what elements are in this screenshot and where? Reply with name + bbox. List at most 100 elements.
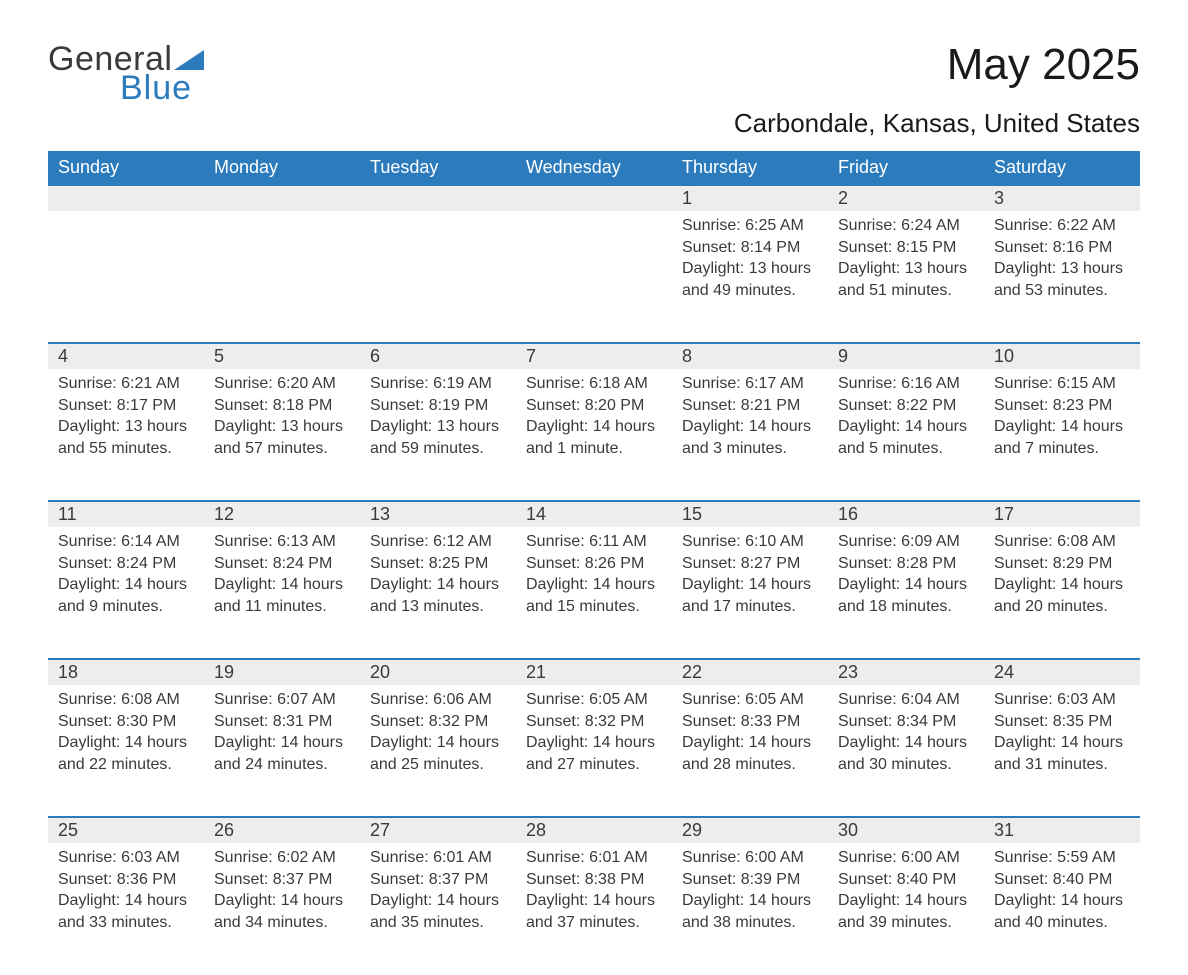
daylight-line: Daylight: 14 hours and 3 minutes. [682, 416, 818, 459]
sunset-line: Sunset: 8:19 PM [370, 395, 506, 417]
day-number-cell: 15 [672, 501, 828, 527]
daylight-line: Daylight: 14 hours and 27 minutes. [526, 732, 662, 775]
sunset-line: Sunset: 8:21 PM [682, 395, 818, 417]
day-content-cell: Sunrise: 6:01 AMSunset: 8:37 PMDaylight:… [360, 843, 516, 975]
sunset-line: Sunset: 8:40 PM [994, 869, 1130, 891]
day-content-cell: Sunrise: 6:06 AMSunset: 8:32 PMDaylight:… [360, 685, 516, 817]
sunset-line: Sunset: 8:27 PM [682, 553, 818, 575]
day-number-cell: 7 [516, 343, 672, 369]
sunrise-line: Sunrise: 6:15 AM [994, 373, 1130, 395]
day-content-cell [516, 211, 672, 343]
day-number-cell: 6 [360, 343, 516, 369]
day-content-cell [360, 211, 516, 343]
daylight-line: Daylight: 14 hours and 37 minutes. [526, 890, 662, 933]
day-number-cell: 10 [984, 343, 1140, 369]
day-number-cell: 20 [360, 659, 516, 685]
sunrise-line: Sunrise: 6:18 AM [526, 373, 662, 395]
sunset-line: Sunset: 8:31 PM [214, 711, 350, 733]
day-content-cell: Sunrise: 6:05 AMSunset: 8:32 PMDaylight:… [516, 685, 672, 817]
month-title: May 2025 [734, 40, 1140, 90]
day-number-cell: 27 [360, 817, 516, 843]
sunset-line: Sunset: 8:24 PM [58, 553, 194, 575]
week-number-row: 11121314151617 [48, 501, 1140, 527]
sunrise-line: Sunrise: 6:03 AM [994, 689, 1130, 711]
sunset-line: Sunset: 8:28 PM [838, 553, 974, 575]
day-content-cell: Sunrise: 6:14 AMSunset: 8:24 PMDaylight:… [48, 527, 204, 659]
day-content-cell: Sunrise: 6:03 AMSunset: 8:35 PMDaylight:… [984, 685, 1140, 817]
day-number-cell: 30 [828, 817, 984, 843]
day-number-cell: 22 [672, 659, 828, 685]
location-subtitle: Carbondale, Kansas, United States [734, 108, 1140, 139]
daylight-line: Daylight: 14 hours and 24 minutes. [214, 732, 350, 775]
day-number-cell [204, 185, 360, 211]
week-content-row: Sunrise: 6:21 AMSunset: 8:17 PMDaylight:… [48, 369, 1140, 501]
day-number-cell: 25 [48, 817, 204, 843]
daylight-line: Daylight: 13 hours and 57 minutes. [214, 416, 350, 459]
sunrise-line: Sunrise: 6:25 AM [682, 215, 818, 237]
logo-text-blue: Blue [120, 69, 204, 108]
day-content-cell: Sunrise: 6:03 AMSunset: 8:36 PMDaylight:… [48, 843, 204, 975]
daylight-line: Daylight: 14 hours and 11 minutes. [214, 574, 350, 617]
daylight-line: Daylight: 14 hours and 39 minutes. [838, 890, 974, 933]
daylight-line: Daylight: 14 hours and 15 minutes. [526, 574, 662, 617]
day-number-cell: 16 [828, 501, 984, 527]
sunset-line: Sunset: 8:15 PM [838, 237, 974, 259]
sunrise-line: Sunrise: 6:13 AM [214, 531, 350, 553]
day-number-cell: 23 [828, 659, 984, 685]
sunrise-line: Sunrise: 6:00 AM [838, 847, 974, 869]
daylight-line: Daylight: 13 hours and 49 minutes. [682, 258, 818, 301]
day-number-cell [516, 185, 672, 211]
day-content-cell: Sunrise: 6:25 AMSunset: 8:14 PMDaylight:… [672, 211, 828, 343]
daylight-line: Daylight: 14 hours and 40 minutes. [994, 890, 1130, 933]
day-content-cell: Sunrise: 6:07 AMSunset: 8:31 PMDaylight:… [204, 685, 360, 817]
day-header: Wednesday [516, 151, 672, 185]
daylight-line: Daylight: 14 hours and 5 minutes. [838, 416, 974, 459]
sunset-line: Sunset: 8:24 PM [214, 553, 350, 575]
sunset-line: Sunset: 8:29 PM [994, 553, 1130, 575]
day-number-cell: 24 [984, 659, 1140, 685]
sunset-line: Sunset: 8:23 PM [994, 395, 1130, 417]
day-number-cell [48, 185, 204, 211]
sunrise-line: Sunrise: 6:14 AM [58, 531, 194, 553]
week-number-row: 25262728293031 [48, 817, 1140, 843]
triangle-icon [174, 50, 204, 70]
week-number-row: 45678910 [48, 343, 1140, 369]
day-number-cell: 5 [204, 343, 360, 369]
daylight-line: Daylight: 14 hours and 34 minutes. [214, 890, 350, 933]
day-header: Saturday [984, 151, 1140, 185]
sunset-line: Sunset: 8:25 PM [370, 553, 506, 575]
day-content-cell: Sunrise: 6:20 AMSunset: 8:18 PMDaylight:… [204, 369, 360, 501]
day-number-cell: 4 [48, 343, 204, 369]
day-content-cell: Sunrise: 6:13 AMSunset: 8:24 PMDaylight:… [204, 527, 360, 659]
daylight-line: Daylight: 14 hours and 25 minutes. [370, 732, 506, 775]
daylight-line: Daylight: 14 hours and 31 minutes. [994, 732, 1130, 775]
sunrise-line: Sunrise: 5:59 AM [994, 847, 1130, 869]
day-number-cell: 8 [672, 343, 828, 369]
daylight-line: Daylight: 14 hours and 20 minutes. [994, 574, 1130, 617]
day-header: Monday [204, 151, 360, 185]
day-number-cell: 21 [516, 659, 672, 685]
title-block: May 2025 Carbondale, Kansas, United Stat… [734, 40, 1140, 139]
day-header: Thursday [672, 151, 828, 185]
sunrise-line: Sunrise: 6:06 AM [370, 689, 506, 711]
sunset-line: Sunset: 8:37 PM [370, 869, 506, 891]
day-content-cell: Sunrise: 6:19 AMSunset: 8:19 PMDaylight:… [360, 369, 516, 501]
day-content-cell: Sunrise: 6:24 AMSunset: 8:15 PMDaylight:… [828, 211, 984, 343]
day-number-cell [360, 185, 516, 211]
daylight-line: Daylight: 14 hours and 7 minutes. [994, 416, 1130, 459]
daylight-line: Daylight: 14 hours and 18 minutes. [838, 574, 974, 617]
day-number-cell: 3 [984, 185, 1140, 211]
sunrise-line: Sunrise: 6:17 AM [682, 373, 818, 395]
day-content-cell: Sunrise: 6:10 AMSunset: 8:27 PMDaylight:… [672, 527, 828, 659]
daylight-line: Daylight: 13 hours and 51 minutes. [838, 258, 974, 301]
day-number-cell: 9 [828, 343, 984, 369]
sunset-line: Sunset: 8:14 PM [682, 237, 818, 259]
sunset-line: Sunset: 8:35 PM [994, 711, 1130, 733]
daylight-line: Daylight: 14 hours and 35 minutes. [370, 890, 506, 933]
daylight-line: Daylight: 14 hours and 17 minutes. [682, 574, 818, 617]
sunset-line: Sunset: 8:34 PM [838, 711, 974, 733]
daylight-line: Daylight: 13 hours and 55 minutes. [58, 416, 194, 459]
week-content-row: Sunrise: 6:03 AMSunset: 8:36 PMDaylight:… [48, 843, 1140, 975]
sunset-line: Sunset: 8:18 PM [214, 395, 350, 417]
day-number-cell: 12 [204, 501, 360, 527]
